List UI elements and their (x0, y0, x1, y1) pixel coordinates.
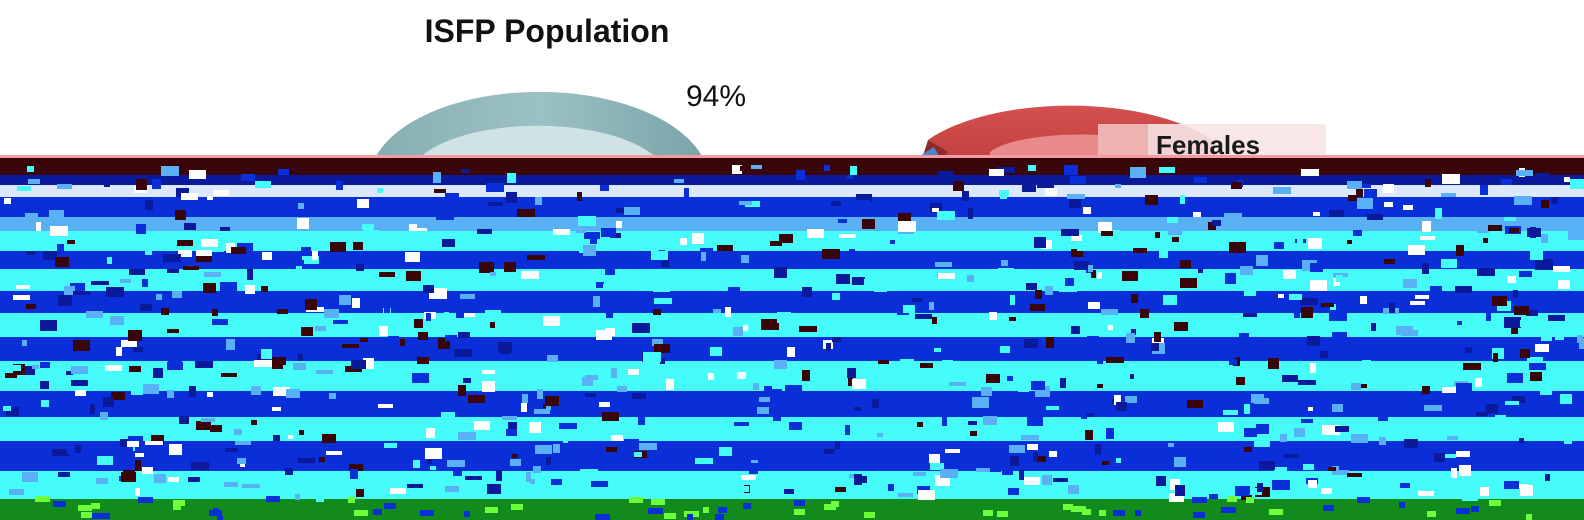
slice-percentage-label: 94% (686, 80, 746, 113)
image-corruption-artifact (0, 155, 1584, 520)
chart-title: ISFP Population (425, 13, 670, 49)
pie-slice-isfp (372, 91, 706, 165)
artifact-noise (3, 165, 1584, 520)
isfp-population-pie (372, 91, 706, 165)
